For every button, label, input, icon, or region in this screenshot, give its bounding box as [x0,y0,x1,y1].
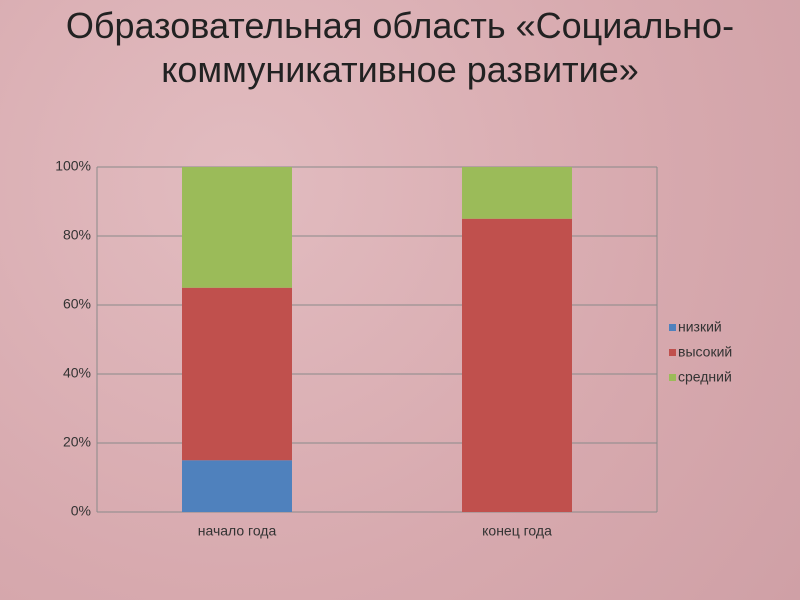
legend-label: средний [678,369,732,385]
y-tick-label: 40% [63,365,91,381]
y-tick-label: 20% [63,434,91,450]
bar-segment [182,287,292,461]
legend-swatch [669,349,676,356]
y-tick-label: 80% [63,227,91,243]
x-tick-label: начало года [198,523,277,539]
bar-segment [182,167,292,288]
legend-swatch [669,324,676,331]
y-tick-label: 100% [55,158,91,174]
x-tick-label: конец года [482,523,552,539]
bar-segment [182,460,292,512]
legend-label: высокий [678,344,732,360]
bar-segment [462,167,572,219]
chart-title: Образовательная область «Социально-комму… [65,5,735,90]
y-tick-label: 0% [71,503,91,519]
legend-label: низкий [678,319,722,335]
bar-segment [462,218,572,512]
legend-swatch [669,374,676,381]
y-tick-label: 60% [63,296,91,312]
